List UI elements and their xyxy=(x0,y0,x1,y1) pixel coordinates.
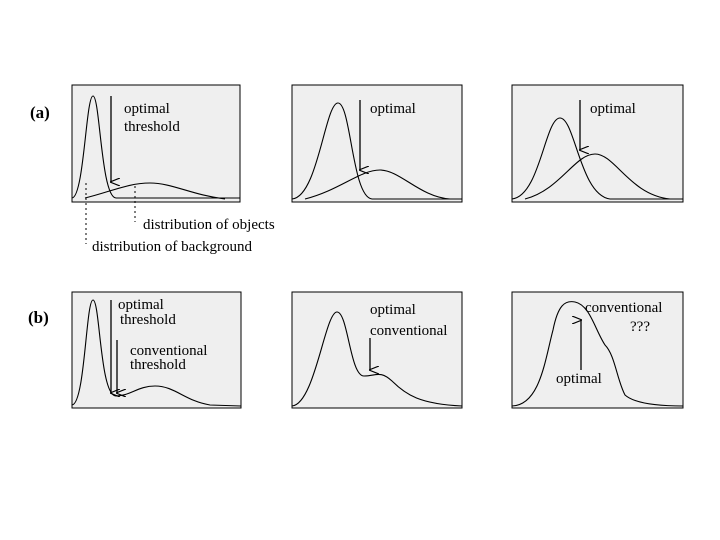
panel-text: threshold xyxy=(130,357,186,373)
curve xyxy=(84,182,226,200)
annotation: distribution of background xyxy=(92,239,252,255)
panel-text: conventional xyxy=(585,300,662,316)
panel xyxy=(71,84,241,203)
panel-text: optimal xyxy=(370,101,416,117)
curve xyxy=(304,169,451,200)
panel xyxy=(511,84,684,203)
panel xyxy=(291,291,463,409)
panel-text: optimal xyxy=(370,302,416,318)
panel-text: threshold xyxy=(120,312,176,328)
panel-text: optimal xyxy=(556,371,602,387)
panel-text: optimal xyxy=(590,101,636,117)
row-label: (a) xyxy=(30,103,50,122)
panel xyxy=(511,291,684,409)
curve xyxy=(71,95,240,199)
panel-text: ??? xyxy=(630,319,650,335)
panel-text: optimal xyxy=(124,101,170,117)
curve xyxy=(291,311,463,407)
panel xyxy=(291,84,463,203)
panel-text: conventional xyxy=(130,343,207,359)
curve xyxy=(71,299,242,407)
curve xyxy=(524,153,671,200)
row-label: (b) xyxy=(28,308,49,327)
panel xyxy=(71,291,242,409)
curve xyxy=(511,301,684,407)
panel-text: optimal xyxy=(118,297,164,313)
annotation: distribution of objects xyxy=(143,217,275,233)
panel-text: conventional xyxy=(370,323,447,339)
panel-text: threshold xyxy=(124,119,180,135)
curve xyxy=(511,117,683,200)
curve xyxy=(291,102,462,200)
